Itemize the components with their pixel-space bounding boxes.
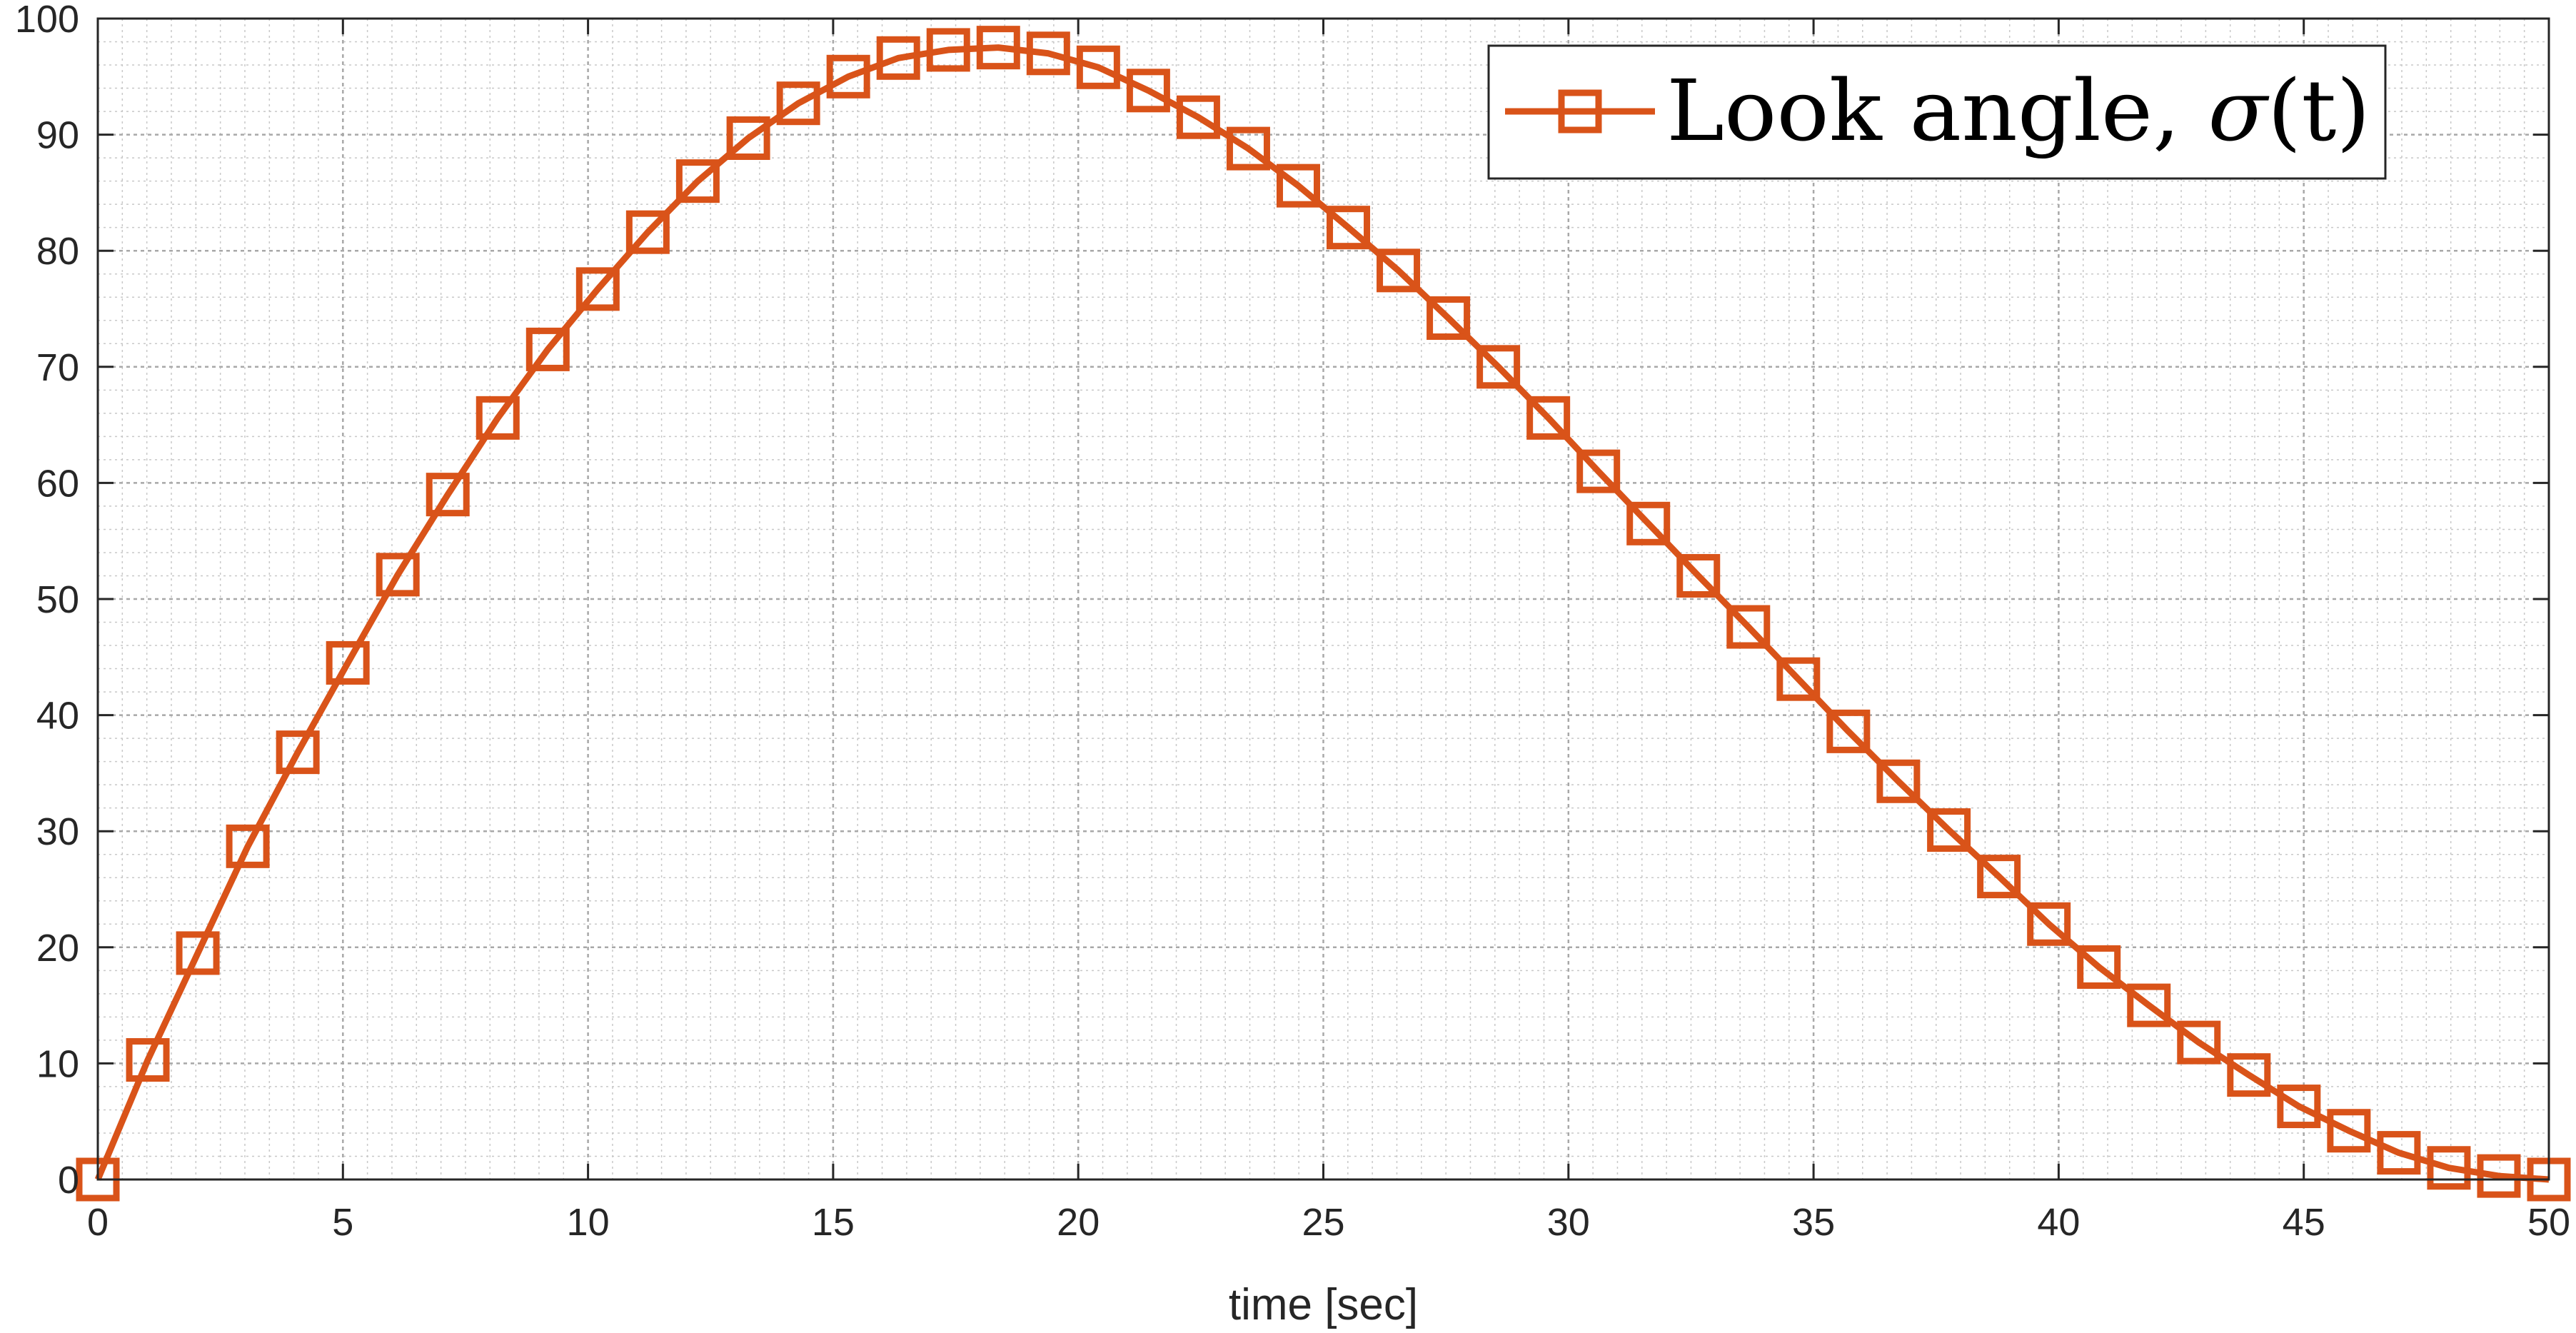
data-point-marker — [1076, 45, 1120, 89]
x-tick-label: 5 — [332, 1201, 353, 1244]
data-point-marker — [1626, 501, 1671, 545]
data-point-marker — [726, 116, 770, 160]
data-point-marker — [176, 931, 220, 975]
x-tick-label: 15 — [812, 1201, 855, 1244]
minor-grid — [98, 19, 2549, 1179]
data-point-marker — [226, 824, 270, 868]
data-point-marker — [826, 54, 870, 99]
x-axis-label: time [sec] — [1229, 1280, 1418, 1329]
data-point-marker — [1126, 69, 1170, 113]
data-point-marker — [876, 36, 920, 80]
data-point-marker — [2427, 1146, 2471, 1190]
x-tick-label: 25 — [1302, 1201, 1344, 1244]
data-point-marker — [2227, 1053, 2271, 1097]
axis-ticks — [96, 17, 2550, 1181]
data-point-marker — [1026, 31, 1070, 76]
legend-marker-square — [1558, 89, 1602, 134]
data-point-marker — [1526, 396, 1571, 440]
y-tick-label: 10 — [36, 1042, 79, 1085]
data-point-marker — [1377, 248, 1421, 293]
y-tick-label: 80 — [36, 230, 79, 273]
legend-entry-look-angle: Look angle, σ(t) — [1666, 61, 2370, 160]
data-point-marker — [1726, 605, 1771, 649]
data-point-marker — [1876, 759, 1921, 803]
y-tick-label: 30 — [36, 810, 79, 853]
legend-entry-symbol: σ — [2208, 61, 2270, 160]
data-point-marker — [1977, 855, 2021, 899]
x-tick-label: 45 — [2283, 1201, 2325, 1244]
data-point-marker — [525, 327, 570, 371]
data-point-marker — [1476, 345, 1521, 389]
data-point-marker — [2077, 945, 2121, 989]
legend: Look angle, σ(t) — [1487, 44, 2387, 180]
data-point-marker — [926, 28, 970, 72]
data-point-marker — [1327, 206, 1371, 250]
data-point-marker — [476, 396, 520, 440]
data-point-marker — [2027, 902, 2071, 946]
data-point-marker — [1676, 553, 1721, 598]
data-point-marker — [276, 730, 320, 775]
data-point-marker — [2327, 1109, 2371, 1153]
y-tick-labels: 0 10 20 30 40 50 60 70 80 90 100 — [15, 0, 79, 1202]
x-tick-label: 20 — [1057, 1201, 1100, 1244]
data-point-marker — [675, 159, 720, 203]
data-point-marker — [376, 553, 420, 597]
y-tick-label: 50 — [36, 578, 79, 621]
data-point-marker — [326, 640, 370, 685]
x-tick-labels: 0 5 10 15 20 25 30 35 40 45 50 — [87, 1201, 2570, 1244]
data-point-marker — [2177, 1020, 2221, 1065]
data-point-marker — [426, 473, 470, 517]
x-tick-label: 35 — [1792, 1201, 1835, 1244]
x-tick-label: 30 — [1547, 1201, 1590, 1244]
data-point-marker — [1927, 808, 1971, 852]
data-point-marker — [1776, 657, 1821, 701]
y-tick-label: 40 — [36, 695, 79, 738]
x-tick-label: 50 — [2527, 1201, 2570, 1244]
series-line-look-angle — [94, 44, 2550, 1183]
data-point-marker — [575, 267, 620, 311]
data-point-marker — [2377, 1131, 2421, 1175]
y-tick-label: 20 — [36, 927, 79, 970]
y-tick-label: 100 — [15, 0, 79, 41]
y-tick-label: 0 — [58, 1159, 79, 1202]
data-point-marker — [1176, 95, 1220, 139]
data-point-marker — [1226, 126, 1270, 171]
data-point-marker — [2477, 1154, 2521, 1198]
y-tick-label: 70 — [36, 346, 79, 389]
data-point-marker — [126, 1038, 170, 1082]
series-layer — [76, 26, 2571, 1202]
x-tick-label: 40 — [2037, 1201, 2080, 1244]
y-tick-label: 90 — [36, 114, 79, 157]
data-point-marker — [2277, 1085, 2321, 1129]
x-tick-label: 10 — [567, 1201, 610, 1244]
data-point-marker — [1427, 296, 1471, 341]
data-point-marker — [1576, 449, 1621, 493]
data-point-marker — [776, 81, 820, 126]
x-tick-label: 0 — [87, 1201, 109, 1244]
data-point-marker — [1276, 164, 1320, 208]
data-point-marker — [1826, 709, 1871, 753]
legend-entry-suffix: (t) — [2268, 61, 2370, 160]
legend-entry-prefix: Look angle, — [1666, 61, 2208, 160]
data-point-marker — [625, 210, 670, 254]
data-point-marker — [976, 26, 1020, 70]
data-point-marker — [2127, 983, 2171, 1027]
y-tick-label: 60 — [36, 462, 79, 505]
